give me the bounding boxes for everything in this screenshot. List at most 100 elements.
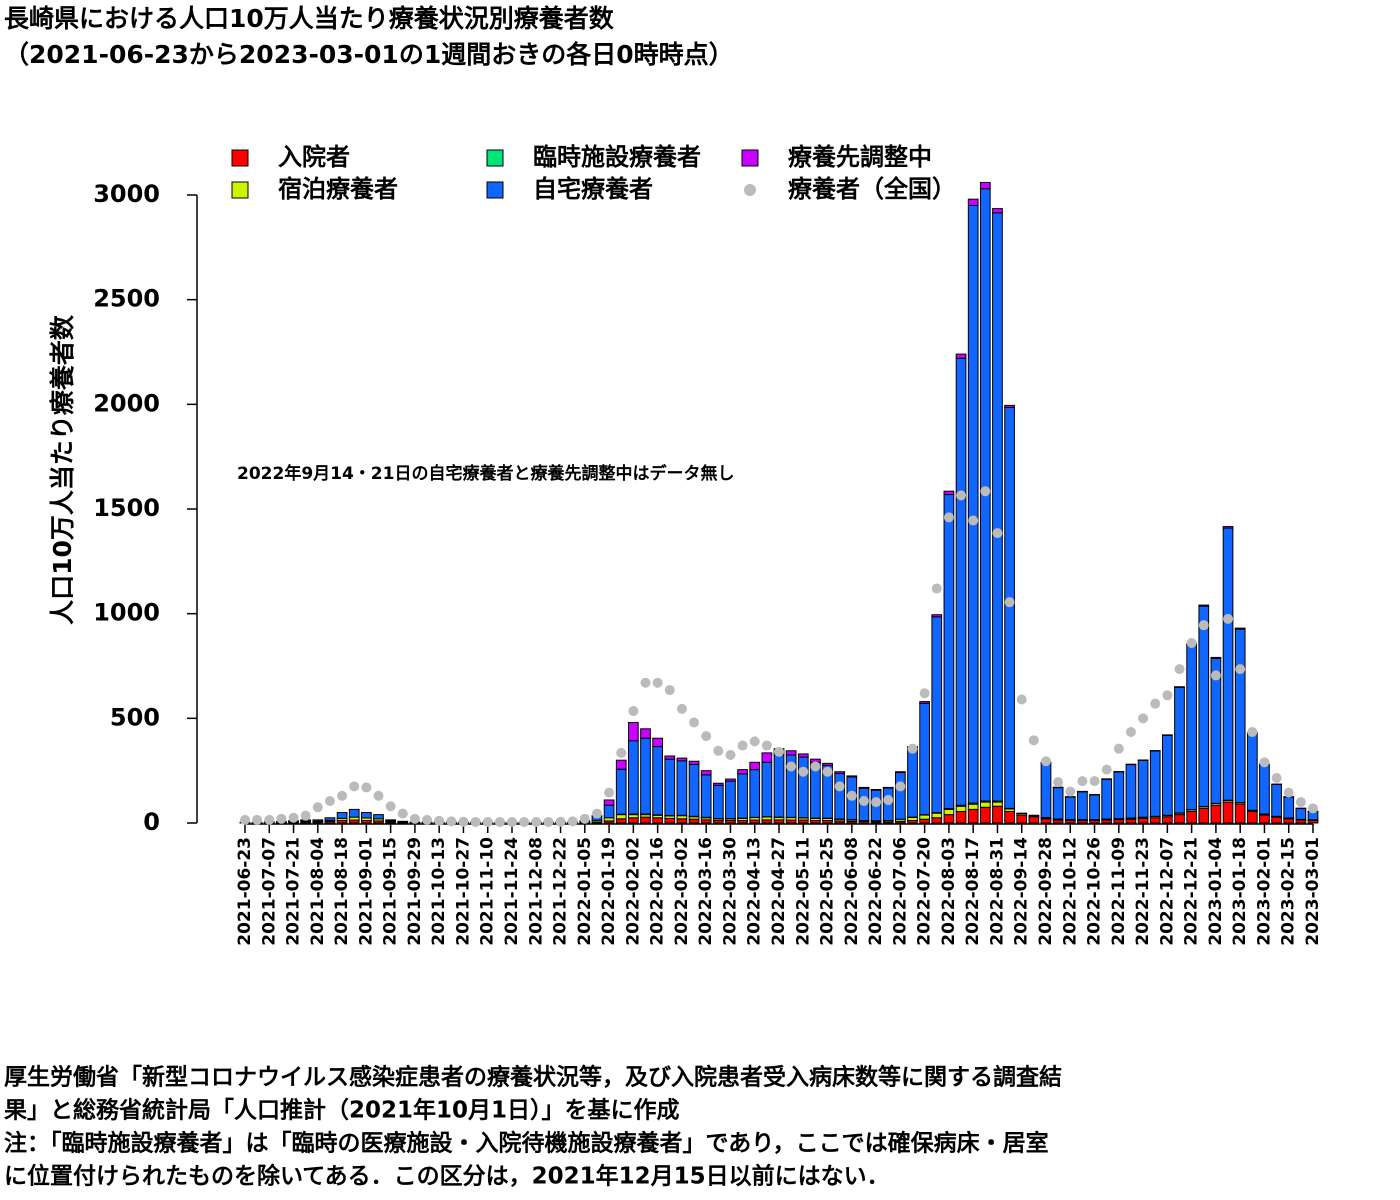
point: [1125, 726, 1136, 737]
footer-line: 果」と総務省統計局「人口推計（2021年10月1日）」を基に作成: [4, 1097, 680, 1124]
bar-segment: [895, 771, 906, 774]
bar-segment: [1040, 762, 1052, 819]
x-tick-label: 2021-11-10: [478, 837, 498, 946]
point: [931, 583, 942, 594]
x-tick-label: 2023-02-15: [1279, 837, 1299, 946]
point: [1295, 797, 1306, 808]
bar-segment: [1089, 794, 1100, 821]
legend-marker: [486, 149, 504, 167]
bar-segment: [931, 616, 943, 814]
bar-segment: [797, 753, 809, 758]
bar-segment: [348, 808, 360, 818]
point: [252, 814, 263, 825]
bar-segment: [640, 728, 651, 739]
bar-segment: [1234, 627, 1246, 630]
y-tick-label: 0: [143, 808, 160, 836]
bar-segment: [943, 494, 955, 810]
bar-segment: [919, 814, 930, 820]
bar-segment: [664, 755, 676, 760]
bar-segment: [688, 763, 700, 817]
chart-title: 長崎県における人口10万人当たり療養状況別療養者数: [4, 4, 615, 33]
bar-segment: [1234, 628, 1246, 803]
bar-segment: [955, 805, 967, 812]
bar-segment: [712, 784, 724, 820]
point: [288, 812, 299, 823]
point: [883, 794, 894, 805]
bar-segment: [1283, 818, 1295, 824]
bar-segment: [700, 770, 712, 776]
x-tick-label: 2021-11-24: [502, 837, 522, 946]
bar-segment: [1162, 816, 1173, 824]
point: [786, 761, 797, 772]
bar-segment: [1004, 810, 1015, 824]
footer-line: 注：「臨時施設療養者」は「臨時の医療施設・入院待機施設療養者」であり，ここでは確…: [4, 1130, 1049, 1157]
point: [701, 731, 712, 742]
point: [1247, 726, 1258, 737]
point: [1162, 690, 1173, 701]
bar-segment: [664, 817, 676, 824]
point: [1283, 787, 1294, 798]
legend-label: 宿泊療養者: [278, 175, 398, 203]
bar-segment: [1004, 404, 1015, 408]
bar-segment: [615, 759, 627, 770]
bar-segment: [834, 771, 846, 774]
bar-segment: [1198, 604, 1210, 607]
bar-segment: [1198, 605, 1210, 807]
x-tick-label: 2022-02-16: [648, 837, 668, 946]
bar-segment: [1149, 750, 1161, 817]
bar-segment: [628, 740, 639, 815]
point: [956, 490, 967, 501]
point: [458, 816, 469, 827]
point: [1271, 772, 1282, 783]
x-tick-label: 2022-11-09: [1109, 837, 1129, 946]
x-tick-label: 2021-08-18: [332, 837, 352, 946]
point: [834, 781, 845, 792]
point: [943, 512, 954, 523]
legend-label: 療養先調整中: [788, 143, 932, 171]
bar-segment: [1162, 734, 1173, 816]
point: [1053, 777, 1064, 788]
bar-segment: [979, 806, 991, 824]
x-tick-label: 2021-09-15: [381, 837, 401, 946]
bar-segment: [1113, 819, 1125, 824]
point: [774, 746, 784, 757]
bar-segment: [1222, 526, 1234, 529]
point: [1186, 637, 1197, 648]
point: [1041, 756, 1051, 767]
bar-segment: [967, 204, 979, 804]
point: [264, 814, 275, 825]
point: [470, 816, 481, 827]
bar-segment: [979, 801, 991, 808]
bar-segment: [931, 817, 943, 824]
bar-segment: [1271, 816, 1282, 824]
bar-segment: [676, 818, 688, 824]
bar-segment: [1295, 808, 1307, 820]
bar-segment: [1246, 732, 1258, 811]
x-tick-label: 2023-02-01: [1254, 837, 1274, 946]
x-tick-label: 2023-01-18: [1230, 837, 1250, 946]
legend-marker: [231, 149, 249, 167]
x-tick-label: 2022-07-20: [915, 837, 935, 946]
bar-segment: [1162, 734, 1173, 736]
bar-segment: [979, 181, 991, 190]
point: [676, 703, 687, 714]
bar-segment: [919, 818, 930, 824]
bar-segment: [846, 775, 858, 778]
bar-segment: [1174, 814, 1185, 824]
bar-segment: [1186, 644, 1197, 811]
bar-segment: [1040, 818, 1052, 824]
bar-segment: [652, 746, 663, 816]
bar-segment: [1137, 759, 1149, 818]
bar-segment: [992, 805, 1003, 824]
x-tick-label: 2022-10-26: [1085, 837, 1105, 946]
point: [482, 816, 493, 827]
legend-label: 療養者（全国）: [788, 175, 956, 203]
y-tick-label: 1500: [93, 494, 160, 522]
bar-segment: [1101, 778, 1113, 820]
bar-segment: [1259, 764, 1270, 815]
bar-segment: [1174, 686, 1185, 814]
legend-label: 臨時施設療養者: [533, 143, 701, 171]
bar-segment: [1149, 817, 1161, 824]
x-tick-label: 2022-06-22: [866, 837, 886, 946]
point: [349, 781, 360, 792]
